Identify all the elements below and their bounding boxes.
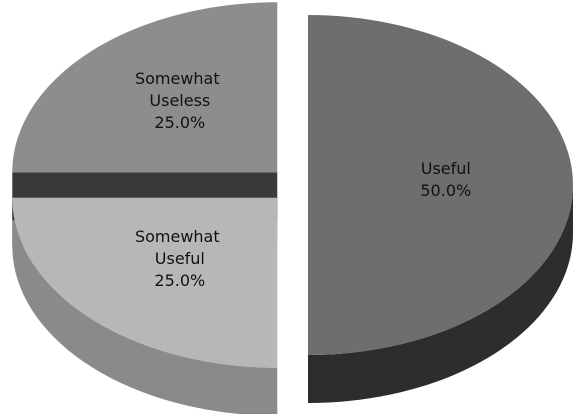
slice-value-label: 25.0% xyxy=(154,271,205,290)
slice-label: Somewhat Useless xyxy=(135,69,225,110)
slice-label: Somewhat Useful xyxy=(135,227,225,268)
slice xyxy=(12,2,278,173)
slice xyxy=(12,197,278,368)
slice-value-label: 50.0% xyxy=(420,181,471,200)
slice-value-label: 25.0% xyxy=(154,113,205,132)
slice-label: Useful xyxy=(421,159,471,178)
slice-side xyxy=(12,197,278,414)
slice-side xyxy=(308,185,573,403)
slice xyxy=(308,15,573,355)
